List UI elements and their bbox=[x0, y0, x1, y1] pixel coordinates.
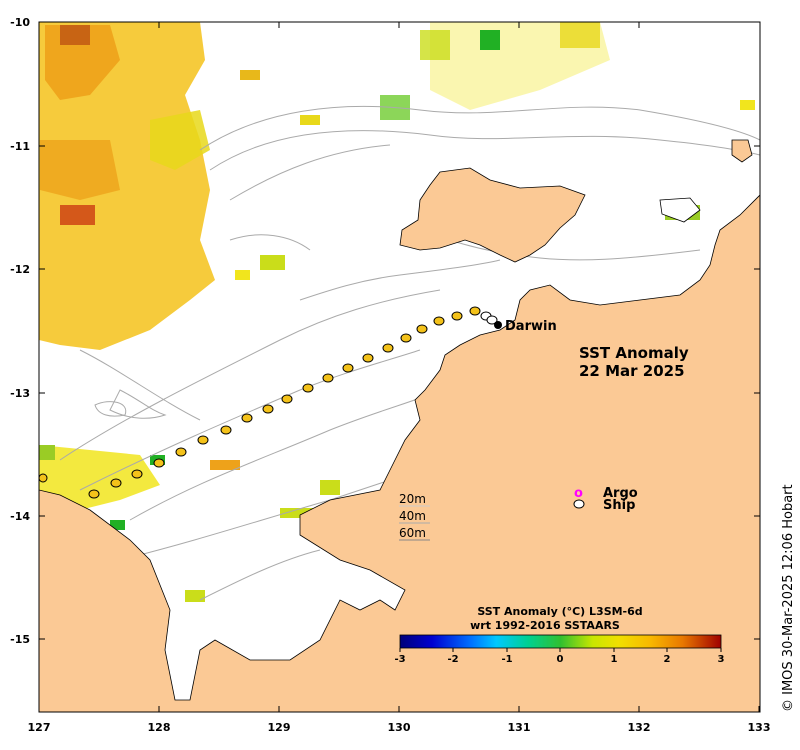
lon-tick-130: 130 bbox=[388, 721, 411, 734]
lat-axis bbox=[39, 21, 760, 640]
colorbar bbox=[399, 634, 722, 649]
lon-tick-labels: 127 128 129 130 131 132 133 bbox=[28, 721, 771, 734]
depth-label-60m: 60m bbox=[399, 526, 426, 540]
argo-legend-label: Argo bbox=[603, 486, 638, 501]
ship-position bbox=[38, 473, 48, 483]
lat-tick-minus13: -13 bbox=[10, 387, 30, 400]
ship-position bbox=[362, 353, 374, 363]
colorbar-tick: 0 bbox=[557, 654, 564, 665]
colorbar-title: SST Anomaly (°C) L3SM-6d bbox=[477, 605, 642, 618]
ship-position bbox=[131, 469, 143, 479]
lon-tick-132: 132 bbox=[628, 721, 651, 734]
ship-legend-symbol bbox=[573, 499, 585, 509]
argo-legend-symbol: o bbox=[574, 486, 583, 501]
colorbar-tick: -3 bbox=[394, 654, 405, 665]
colorbar-tick: 1 bbox=[611, 654, 618, 665]
ship-position bbox=[153, 458, 165, 468]
lat-tick-minus11: -11 bbox=[10, 140, 30, 153]
depth-label-20m: 20m bbox=[399, 492, 426, 506]
ship-position bbox=[302, 383, 314, 393]
colorbar-tick: -1 bbox=[501, 654, 512, 665]
ship-position bbox=[433, 316, 445, 326]
colorbar-tick: 2 bbox=[664, 654, 671, 665]
credit-text: © IMOS 30-Mar-2025 12:06 Hobart bbox=[781, 484, 796, 712]
lon-tick-129: 129 bbox=[268, 721, 291, 734]
colorbar-ticks bbox=[399, 648, 722, 652]
ship-position bbox=[342, 363, 354, 373]
ship-position bbox=[262, 404, 274, 414]
map-title: SST Anomaly bbox=[579, 344, 689, 362]
sst-anomaly-field bbox=[39, 22, 755, 602]
map-date: 22 Mar 2025 bbox=[579, 362, 685, 380]
darwin-label: Darwin bbox=[505, 319, 557, 334]
darwin-marker bbox=[494, 321, 502, 329]
ship-position bbox=[197, 435, 209, 445]
lon-tick-131: 131 bbox=[508, 721, 531, 734]
ship-position bbox=[400, 333, 412, 343]
ship-position bbox=[110, 478, 122, 488]
ship-position bbox=[175, 447, 187, 457]
lat-tick-minus14: -14 bbox=[10, 510, 30, 523]
lat-tick-minus10: -10 bbox=[10, 16, 30, 29]
lon-tick-128: 128 bbox=[148, 721, 171, 734]
ship-position bbox=[281, 394, 293, 404]
ship-position bbox=[322, 373, 334, 383]
lon-tick-127: 127 bbox=[28, 721, 51, 734]
lat-tick-labels: -10 -11 -12 -13 -14 -15 bbox=[10, 16, 30, 646]
ship-position bbox=[416, 324, 428, 334]
ship-track bbox=[38, 306, 498, 499]
depth-label-40m: 40m bbox=[399, 509, 426, 523]
lat-tick-minus15: -15 bbox=[10, 633, 30, 646]
lon-tick-133: 133 bbox=[748, 721, 771, 734]
ship-position bbox=[469, 306, 481, 316]
ship-position bbox=[220, 425, 232, 435]
ship-position bbox=[241, 413, 253, 423]
colorbar-subtitle: wrt 1992-2016 SSTAARS bbox=[470, 619, 620, 632]
lat-tick-minus12: -12 bbox=[10, 263, 30, 276]
ship-position bbox=[451, 311, 463, 321]
ship-position bbox=[382, 343, 394, 353]
ship-position bbox=[88, 489, 100, 499]
ship-position bbox=[486, 315, 498, 325]
colorbar-tick: -2 bbox=[447, 654, 458, 665]
colorbar-tick: 3 bbox=[718, 654, 725, 665]
lon-axis bbox=[38, 22, 760, 712]
ship-legend-label: Ship bbox=[603, 498, 635, 513]
land-masses bbox=[39, 139, 760, 712]
